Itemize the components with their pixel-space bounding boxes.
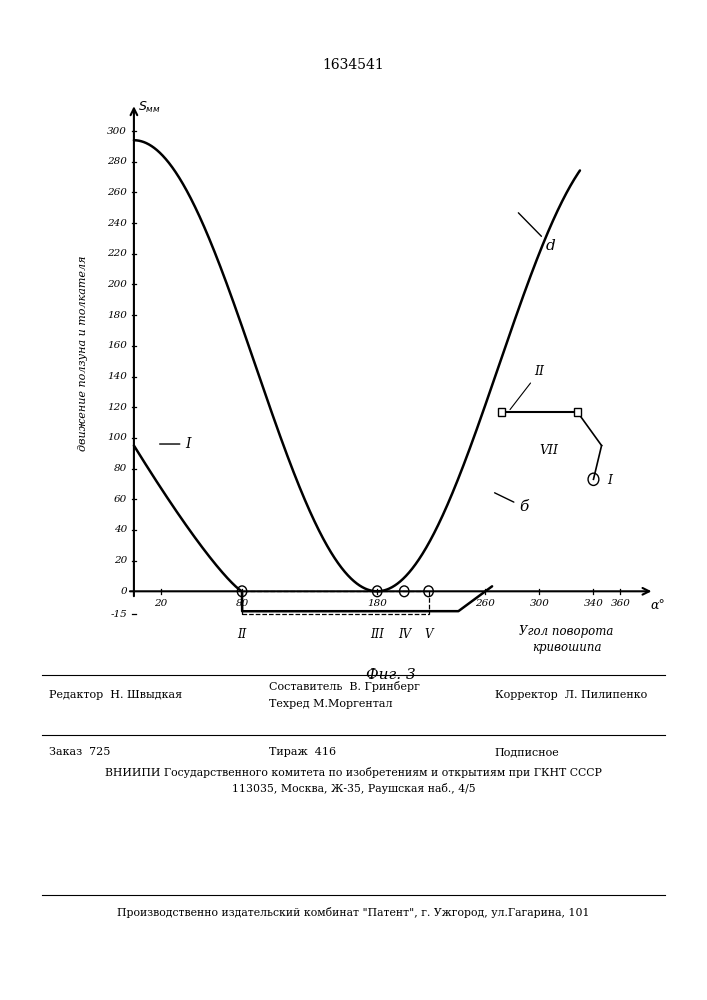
Text: Фиг. 3: Фиг. 3 xyxy=(366,668,416,682)
Text: 300: 300 xyxy=(107,127,127,136)
Text: I: I xyxy=(185,437,191,451)
Bar xyxy=(242,591,428,614)
Text: 60: 60 xyxy=(114,495,127,504)
Text: II: II xyxy=(510,365,544,410)
Text: 260: 260 xyxy=(107,188,127,197)
Text: 360: 360 xyxy=(611,599,631,608)
Text: VII: VII xyxy=(539,444,559,457)
Text: III: III xyxy=(370,628,384,641)
Text: Подписное: Подписное xyxy=(495,747,560,757)
Text: 40: 40 xyxy=(114,525,127,534)
Text: II: II xyxy=(238,628,247,641)
Text: Заказ  725: Заказ 725 xyxy=(49,747,111,757)
Text: -15: -15 xyxy=(110,610,127,619)
Text: 280: 280 xyxy=(107,157,127,166)
Text: 180: 180 xyxy=(107,311,127,320)
Text: 20: 20 xyxy=(154,599,168,608)
Text: 0: 0 xyxy=(120,587,127,596)
Text: 260: 260 xyxy=(475,599,496,608)
Text: 340: 340 xyxy=(583,599,603,608)
Text: движение ползуна и толкателя: движение ползуна и толкателя xyxy=(78,256,88,451)
Text: 1634541: 1634541 xyxy=(322,58,385,72)
Text: 80: 80 xyxy=(114,464,127,473)
Text: V: V xyxy=(424,628,433,641)
Text: Тираж  416: Тираж 416 xyxy=(269,747,336,757)
Text: 200: 200 xyxy=(107,280,127,289)
Text: б: б xyxy=(495,493,528,514)
Text: 300: 300 xyxy=(530,599,549,608)
Text: ВНИИПИ Государственного комитета по изобретениям и открытиям при ГКНТ СССР: ВНИИПИ Государственного комитета по изоб… xyxy=(105,766,602,778)
Text: 180: 180 xyxy=(367,599,387,608)
Text: Производственно издательский комбинат "Патент", г. Ужгород, ул.Гагарина, 101: Производственно издательский комбинат "П… xyxy=(117,906,590,918)
Text: Редактор  Н. Швыдкая: Редактор Н. Швыдкая xyxy=(49,690,182,700)
Text: α°: α° xyxy=(650,599,665,612)
Text: Составитель  В. Гринберг: Составитель В. Гринберг xyxy=(269,682,419,692)
Text: 100: 100 xyxy=(107,433,127,442)
Bar xyxy=(574,408,580,416)
Text: 160: 160 xyxy=(107,341,127,350)
Text: 20: 20 xyxy=(114,556,127,565)
Text: Техред М.Моргентал: Техред М.Моргентал xyxy=(269,699,392,709)
Text: 240: 240 xyxy=(107,219,127,228)
Text: 80: 80 xyxy=(235,599,249,608)
Bar xyxy=(498,408,505,416)
Text: $S_{мм}$: $S_{мм}$ xyxy=(138,100,160,115)
Text: 140: 140 xyxy=(107,372,127,381)
Text: Корректор  Л. Пилипенко: Корректор Л. Пилипенко xyxy=(495,690,647,700)
Text: Угол поворота
кривошипа: Угол поворота кривошипа xyxy=(519,625,614,654)
Text: d: d xyxy=(518,213,556,253)
Text: 220: 220 xyxy=(107,249,127,258)
Text: 120: 120 xyxy=(107,403,127,412)
Text: IV: IV xyxy=(397,628,411,641)
Text: I: I xyxy=(607,474,612,487)
Text: 113035, Москва, Ж-35, Раушская наб., 4/5: 113035, Москва, Ж-35, Раушская наб., 4/5 xyxy=(232,782,475,794)
